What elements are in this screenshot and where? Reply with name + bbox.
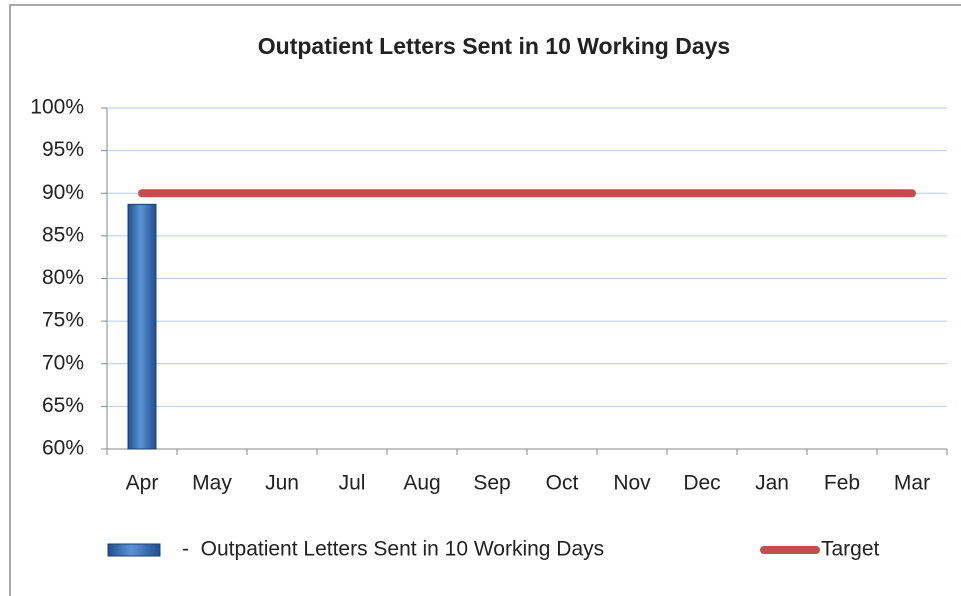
x-tick-label: Sep [473,472,510,495]
y-tick-label: 60% [42,437,84,460]
y-tick-label: 85% [42,223,84,246]
x-tick-label: May [192,472,232,495]
x-tick-label: Oct [546,472,579,495]
legend-swatch [107,543,161,557]
y-tick-label: 95% [42,138,84,161]
y-tick-label: 80% [42,266,84,289]
y-tick-label: 90% [42,181,84,204]
x-tick-label: Nov [613,472,651,495]
legend-label: - Outpatient Letters Sent in 10 Working … [182,538,604,561]
x-tick-label: Jul [339,472,366,495]
x-tick-label: Jan [755,472,789,495]
y-tick-label: 75% [42,309,84,332]
x-tick-label: Mar [894,472,930,495]
bar [127,203,157,450]
x-tick-label: Apr [126,472,159,495]
y-tick-label: 65% [42,394,84,417]
legend-label: Target [821,538,880,561]
x-tick-label: Jun [265,472,299,495]
x-tick-label: Dec [683,472,720,495]
x-tick-label: Aug [403,472,440,495]
chart-title: Outpatient Letters Sent in 10 Working Da… [258,33,730,59]
chart-frame [9,4,961,596]
x-tick-label: Feb [824,472,860,495]
y-tick-label: 100% [30,96,84,119]
y-tick-label: 70% [42,351,84,374]
